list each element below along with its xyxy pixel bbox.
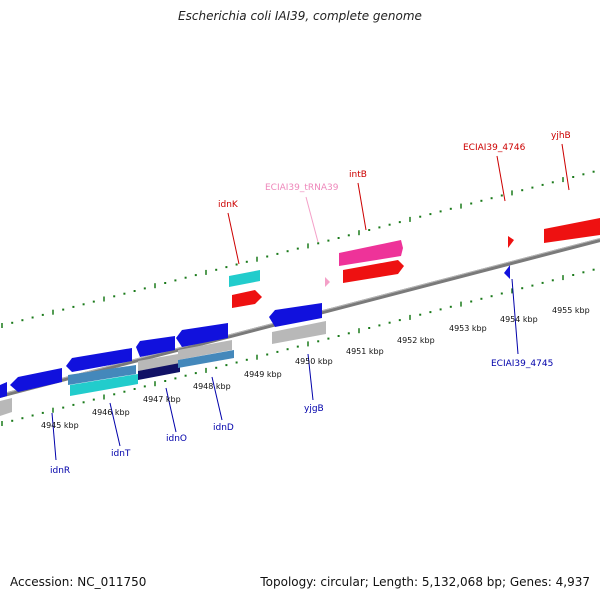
yjgB-gene-arrow[interactable] [269,303,322,327]
label-idnR[interactable]: idnR [50,466,70,476]
idnT-blue-feature[interactable] [68,365,136,385]
kbp-label-4948: 4948 kbp [193,382,231,391]
forward-features [229,218,600,308]
ECIAI39_4745-gene-arrow[interactable] [504,265,510,279]
bottom-gene-labels: idnR idnT idnO idnD yjgB ECIAI39_4745 [50,359,553,476]
label-idnO[interactable]: idnO [166,434,187,444]
intB-gene-arrow[interactable] [343,260,404,283]
idnD-grey-feature[interactable] [178,340,232,360]
idnK-cyan-feature[interactable] [229,270,260,287]
scale-labels: 4945 kbp 4946 kbp 4947 kbp 4948 kbp 4949… [41,306,590,430]
label-idnD[interactable]: idnD [213,423,234,433]
idnT-cyan-feature[interactable] [70,374,138,396]
lower-tick-row [1,268,595,426]
ECIAI39_4746-gene-arrow[interactable] [508,236,514,248]
kbp-label-4951: 4951 kbp [346,347,384,356]
idnO-dark-feature[interactable] [138,363,180,380]
edge-reverse-gene[interactable] [0,382,7,398]
kbp-label-4954: 4954 kbp [500,315,538,324]
label-idnK[interactable]: idnK [218,200,239,210]
idnO-grey-feature[interactable] [138,354,178,371]
idnK-gene-arrow[interactable] [232,290,262,308]
label-intB[interactable]: intB [349,170,367,180]
yjhB-gene-arrow[interactable] [544,218,600,243]
label-idnT[interactable]: idnT [111,449,131,459]
idnT-gene-arrow[interactable] [66,348,132,372]
edge-grey-feature[interactable] [0,398,12,416]
label-ECIAI39_4746[interactable]: ECIAI39_4746 [463,143,526,153]
trna-feature[interactable] [325,277,330,287]
kbp-label-4945: 4945 kbp [41,421,79,430]
label-yjgB[interactable]: yjgB [304,404,324,414]
genome-summary-text: Topology: circular; Length: 5,132,068 bp… [260,575,590,589]
upper-tick-row [1,170,595,328]
kbp-label-4950: 4950 kbp [295,357,333,366]
label-connectors [51,143,570,461]
kbp-label-4947: 4947 kbp [143,395,181,404]
reverse-features [0,265,510,416]
idnO-gene-arrow[interactable] [136,336,175,357]
label-trna39[interactable]: ECIAI39_tRNA39 [265,183,339,193]
idnR-gene-arrow[interactable] [10,368,62,392]
kbp-label-4955: 4955 kbp [552,306,590,315]
kbp-label-4949: 4949 kbp [244,370,282,379]
label-ECIAI39_4745[interactable]: ECIAI39_4745 [491,359,553,369]
idnD-gene-arrow[interactable] [176,323,228,347]
idnD-blue-feature[interactable] [178,350,234,368]
kbp-label-4946: 4946 kbp [92,408,130,417]
label-yjhB[interactable]: yjhB [551,131,571,141]
yjgB-grey-feature[interactable] [272,321,326,344]
kbp-label-4952: 4952 kbp [397,336,435,345]
top-gene-labels: idnK ECIAI39_tRNA39 intB ECIAI39_4746 yj… [218,131,571,210]
kbp-label-4953: 4953 kbp [449,324,487,333]
accession-text: Accession: NC_011750 [10,575,147,589]
intB-pink-feature[interactable] [339,240,403,266]
map-title: Escherichia coli IAI39, complete genome [178,9,422,23]
